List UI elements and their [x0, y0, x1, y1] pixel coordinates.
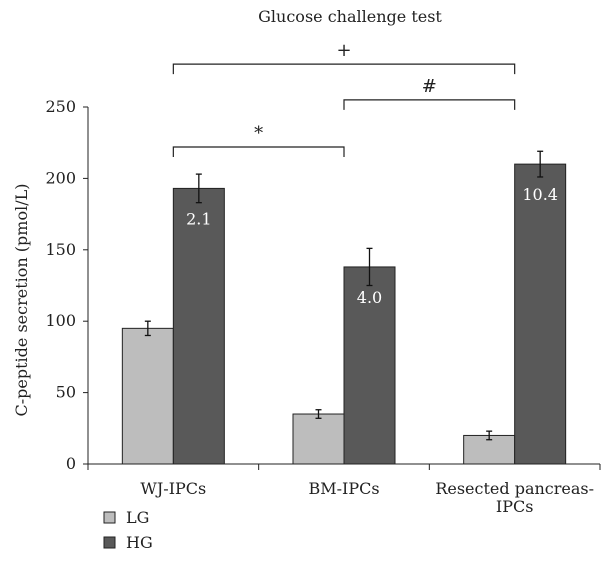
bars: 2.1 4.0 10.4 — [121, 150, 567, 465]
error-bar-lg-0 — [144, 320, 151, 337]
y-tick-label-200: 200 — [45, 168, 76, 187]
significance-bracket-1 — [343, 99, 516, 110]
legend-label-lg: LG — [126, 508, 149, 527]
y-tick-label-0: 0 — [66, 454, 76, 473]
legend-swatch-hg — [103, 536, 116, 549]
error-bar-hg-1 — [366, 247, 373, 287]
category-label-0: WJ-IPCs — [140, 479, 206, 498]
y-tick-label-250: 250 — [45, 97, 76, 116]
y-tick-label-50: 50 — [56, 383, 76, 402]
axes: 0 50 100 150 200 250 WJ-IPCs BM-IPCs Resected pa… — [45, 97, 601, 516]
legend-swatch-lg — [103, 511, 116, 524]
error-bar-lg-2 — [486, 430, 493, 441]
chart-title: Glucose challenge test — [258, 7, 442, 26]
y-axis-label: C-peptide secretion (pmol/L) — [12, 184, 31, 417]
data-label-hg-0: 2.1 — [186, 209, 211, 228]
bar-hg-0 — [172, 187, 225, 465]
data-label-hg-2: 10.4 — [522, 185, 558, 204]
y-tick-label-150: 150 — [45, 240, 76, 259]
bar-hg-2 — [514, 163, 567, 465]
y-tick-label-100: 100 — [45, 311, 76, 330]
error-bar-lg-1 — [315, 409, 322, 419]
category-label-2: Resected pancreas-IPCs — [435, 479, 594, 516]
data-label-hg-1: 4.0 — [357, 288, 382, 307]
legend-label-hg: HG — [126, 533, 153, 552]
error-bar-hg-2 — [537, 150, 544, 178]
significance-label-0: * — [254, 123, 263, 144]
significance-label-1: # — [422, 76, 437, 97]
category-label-1: BM-IPCs — [308, 479, 379, 498]
error-bar-hg-0 — [195, 173, 202, 204]
significance-bracket-0 — [172, 146, 345, 157]
significance-label-2: + — [336, 40, 351, 61]
bar-lg-0 — [121, 327, 174, 465]
significance-brackets: * # + — [172, 40, 516, 157]
bar-lg-1 — [292, 413, 345, 465]
significance-bracket-2 — [172, 63, 516, 75]
legend: LG HG — [103, 508, 153, 552]
